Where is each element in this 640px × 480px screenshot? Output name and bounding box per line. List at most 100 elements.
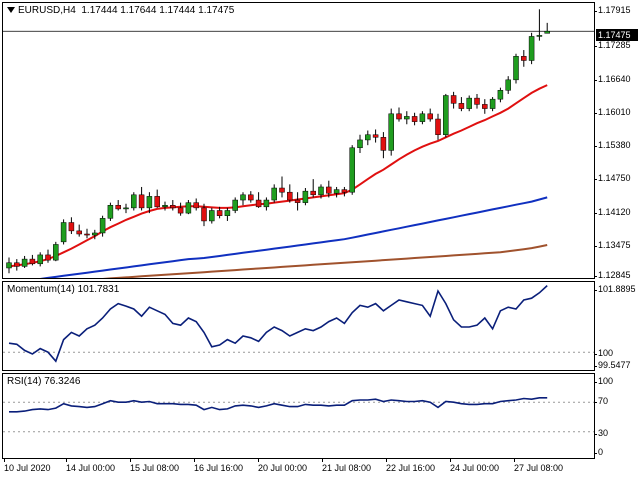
time-tick: 27 Jul 08:00: [514, 459, 564, 473]
rsi-tick: 100: [593, 376, 614, 386]
candle-body: [341, 189, 348, 193]
candle-body: [138, 194, 145, 209]
rsi-pane[interactable]: RSI(14) 76.3246: [2, 373, 595, 459]
rsi-chart: [3, 396, 594, 433]
candle-body: [536, 35, 543, 37]
candle-body: [193, 202, 199, 209]
candle-body: [482, 104, 488, 109]
candle-body: [201, 207, 207, 222]
sma-fast-line: [8, 84, 548, 268]
candle-body: [123, 207, 129, 210]
candle-body: [76, 230, 82, 235]
time-tick: 16 Jul 16:00: [194, 459, 244, 473]
time-tick: 14 Jul 00:00: [66, 459, 116, 473]
price-tick: 1.14120: [594, 207, 631, 217]
momentum-label: Momentum(14) 101.7831: [7, 284, 120, 295]
candle-body: [310, 190, 316, 196]
candle-body: [349, 147, 355, 193]
candle-body: [107, 205, 114, 219]
time-axis[interactable]: 10 Jul 2020 14 Jul 00:00 15 Jul 08:00 16…: [2, 459, 595, 480]
candle-body: [497, 90, 504, 100]
sma-slow-line: [102, 244, 548, 278]
candle-body: [427, 113, 433, 120]
price-tick: 1.13475: [594, 240, 631, 250]
time-tick: 21 Jul 08:00: [322, 459, 372, 473]
chart-symbol: EURUSD,H4: [18, 5, 76, 16]
candle-body: [380, 137, 387, 151]
chart-header: EURUSD,H4 1.17444 1.17644 1.17444 1.1747…: [7, 5, 234, 16]
price-tick: 1.17915: [594, 5, 631, 15]
candle-body: [92, 232, 98, 236]
sma-mid-line: [40, 196, 548, 278]
candle-body: [84, 233, 90, 236]
rsi-tick: 30: [593, 428, 609, 438]
time-tick: 24 Jul 00:00: [450, 459, 500, 473]
candle-body: [279, 187, 285, 193]
price-tick: 1.14750: [594, 173, 631, 183]
candle-body: [21, 258, 28, 267]
candle-body: [513, 56, 519, 81]
candle-body: [333, 189, 340, 194]
candle-body: [131, 194, 137, 209]
candle-body: [45, 254, 51, 261]
candle-body: [209, 210, 215, 222]
candle-body: [419, 113, 426, 122]
candle-body: [365, 134, 371, 141]
candle-body: [411, 116, 418, 122]
rsi-label: RSI(14) 76.3246: [7, 376, 81, 387]
candle-body: [185, 202, 192, 214]
momentum-pane[interactable]: Momentum(14) 101.7831: [2, 281, 595, 371]
current-price-tag: 1.17475: [596, 29, 638, 41]
collapse-triangle-icon[interactable]: [7, 7, 15, 14]
price-axis[interactable]: 1.17915 1.17285 1.16640 1.16010 1.15380 …: [593, 0, 640, 460]
candle-body: [466, 97, 472, 109]
candle-body: [29, 258, 36, 265]
candle-body: [232, 199, 238, 211]
candle-body: [505, 79, 511, 91]
candle-body: [6, 262, 12, 269]
candle-body: [357, 139, 363, 149]
candle-body: [14, 262, 20, 267]
price-tick: 1.16640: [594, 74, 631, 84]
candle-body: [372, 134, 379, 138]
candle-body: [443, 95, 449, 135]
price-tick: 1.17285: [594, 40, 631, 50]
candle-body: [318, 186, 324, 196]
momentum-line: [8, 285, 548, 363]
candle-body: [99, 218, 106, 234]
candle-body: [37, 254, 43, 265]
candle-body: [224, 210, 231, 216]
time-tick: 22 Jul 16:00: [386, 459, 436, 473]
candle-body: [68, 222, 75, 232]
candlestick-chart: [3, 9, 594, 278]
candle-body: [154, 196, 160, 208]
candle-body: [302, 190, 309, 203]
candle-body: [240, 194, 246, 201]
candle-body: [528, 36, 535, 61]
candle-body: [326, 186, 332, 194]
candle-body: [294, 199, 301, 203]
candle-body: [388, 113, 394, 151]
candle-body: [435, 118, 441, 135]
momentum-tick: 100: [593, 348, 614, 358]
candle-body: [521, 56, 527, 61]
price-chart-pane[interactable]: EURUSD,H4 1.17444 1.17644 1.17444 1.1747…: [2, 2, 595, 279]
momentum-chart: [3, 285, 594, 363]
price-tick: 1.16010: [594, 107, 631, 117]
candle-body: [60, 222, 67, 243]
candle-body: [115, 205, 121, 210]
time-tick: 20 Jul 00:00: [258, 459, 308, 473]
time-tick: 15 Jul 08:00: [130, 459, 180, 473]
candle-body: [162, 205, 168, 208]
price-tick: 1.15380: [594, 140, 631, 150]
rsi-tick: 70: [593, 396, 609, 406]
momentum-tick: 101.8895: [594, 284, 636, 294]
candle-body: [170, 205, 176, 209]
chart-ohlc: 1.17444 1.17644 1.17444 1.17475: [81, 5, 235, 16]
momentum-tick: 99.5477: [594, 360, 631, 370]
time-tick: 10 Jul 2020: [4, 459, 51, 473]
candle-body: [474, 97, 480, 105]
candle-body: [458, 103, 465, 109]
candle-body: [271, 187, 277, 201]
candle-body: [396, 113, 402, 120]
